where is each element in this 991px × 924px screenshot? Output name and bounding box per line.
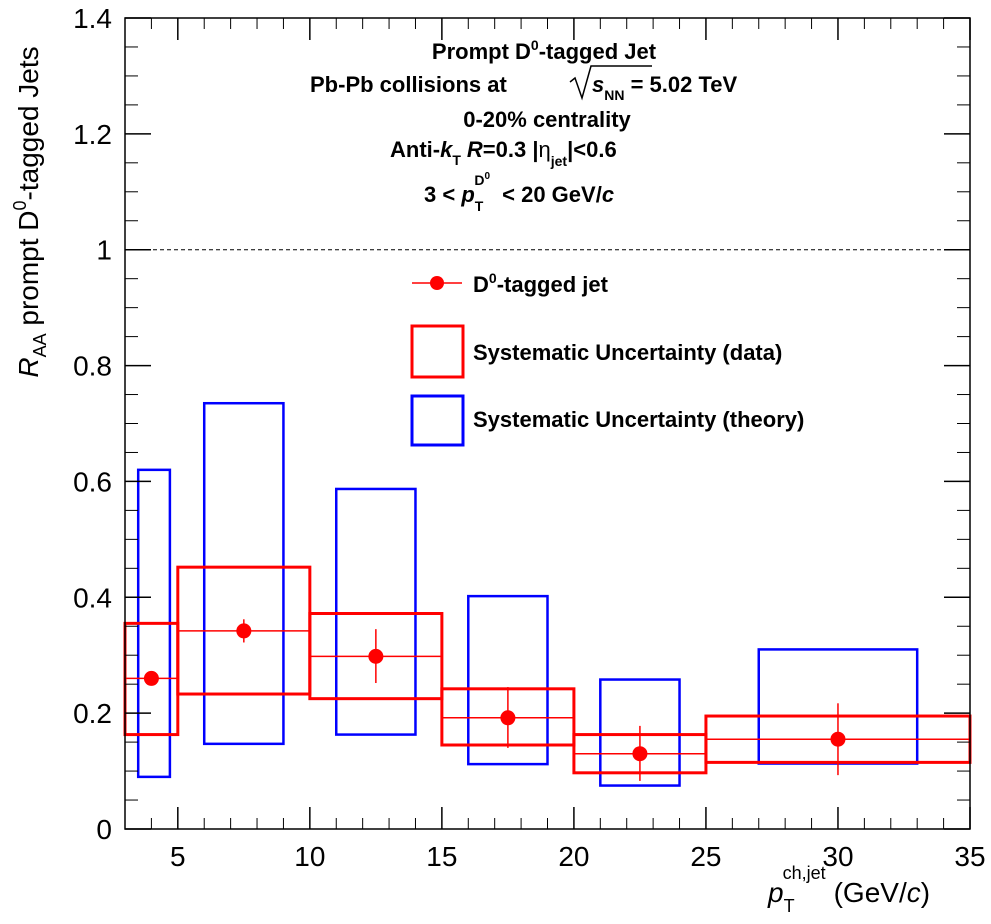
x-tick-label: 25 bbox=[690, 841, 721, 872]
legend-box-data bbox=[410, 324, 465, 379]
x-axis-label: pTch,jet(GeV/c) bbox=[767, 863, 930, 916]
x-tick-label: 30 bbox=[822, 841, 853, 872]
legend-label-points: D0-tagged jet bbox=[473, 270, 609, 297]
legend-marker bbox=[430, 276, 444, 290]
legend: D0-tagged jet Systematic Uncertainty (da… bbox=[410, 270, 804, 447]
sqrt-symbol bbox=[569, 65, 652, 101]
y-axis-label: RAA prompt D0-tagged Jets bbox=[10, 46, 50, 377]
data-point-0 bbox=[143, 670, 159, 686]
y-tick-label: 0.4 bbox=[73, 582, 112, 613]
theory-sys-box-2 bbox=[335, 487, 417, 736]
data-point-5 bbox=[830, 731, 846, 747]
data-point-1 bbox=[236, 623, 252, 639]
x-tick-label: 35 bbox=[954, 841, 985, 872]
theory-sys-box-4 bbox=[599, 678, 681, 787]
x-tick-label: 15 bbox=[426, 841, 457, 872]
annotation-pt-range: 3 < pTD0 < 20 GeV/c bbox=[424, 171, 614, 214]
y-tick-label: 1 bbox=[96, 235, 112, 266]
legend-box-theory bbox=[410, 394, 465, 447]
y-tick-label: 0.6 bbox=[73, 466, 112, 497]
x-tick-label: 20 bbox=[558, 841, 589, 872]
legend-label-theory-sys: Systematic Uncertainty (theory) bbox=[473, 407, 804, 432]
annotation-block: Prompt D0-tagged Jet Pb-Pb collisions at… bbox=[310, 37, 738, 214]
legend-label-data-sys: Systematic Uncertainty (data) bbox=[473, 340, 782, 365]
data-point-2 bbox=[368, 648, 384, 664]
annotation-title: Prompt D0-tagged Jet bbox=[432, 37, 657, 64]
data-point-3 bbox=[500, 710, 516, 726]
theory-sys-box-3 bbox=[467, 594, 549, 766]
annotation-jet-definition: Anti-kT R=0.3 |ηjet|<0.6 bbox=[390, 137, 617, 169]
plot-frame bbox=[124, 17, 971, 830]
annotation-collision-system: Pb-Pb collisions at bbox=[310, 72, 507, 97]
y-tick-label: 1.2 bbox=[73, 119, 112, 150]
y-tick-label: 0 bbox=[96, 814, 112, 845]
theory-sys-box-1 bbox=[202, 401, 285, 746]
data-point-4 bbox=[632, 746, 648, 762]
y-tick-label: 0.2 bbox=[73, 698, 112, 729]
x-tick-label: 10 bbox=[294, 841, 325, 872]
y-tick-label: 0.8 bbox=[73, 351, 112, 382]
x-tick-label: 5 bbox=[170, 841, 186, 872]
y-tick-label: 1.4 bbox=[73, 3, 112, 34]
annotation-energy: sNN = 5.02 TeV bbox=[592, 72, 738, 103]
annotation-centrality: 0-20% centrality bbox=[463, 107, 631, 132]
